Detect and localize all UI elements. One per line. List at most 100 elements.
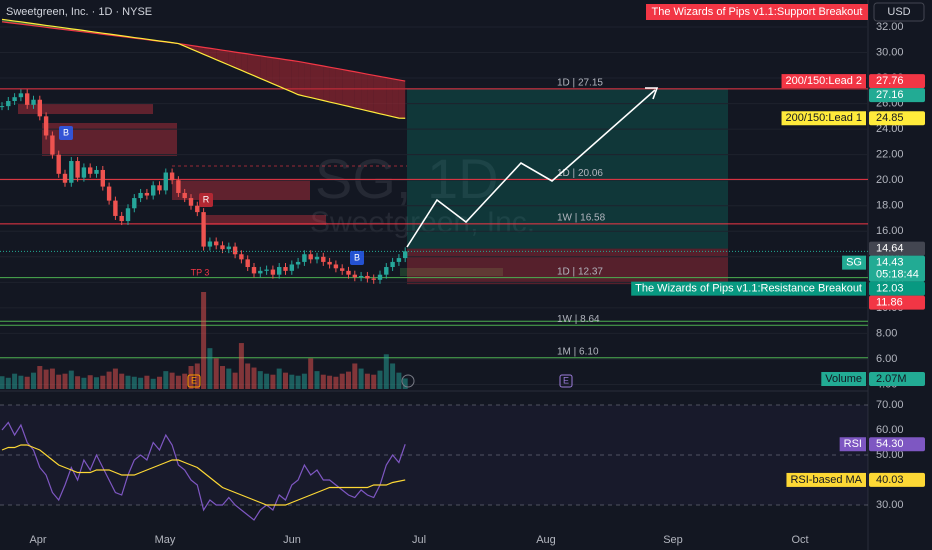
candle-body [62, 173, 68, 183]
level-label: 1D | 20.06 [557, 168, 603, 179]
volume-bar [251, 367, 257, 389]
axis-tag [869, 255, 925, 282]
volume-bar [112, 368, 118, 389]
candle-body [270, 269, 276, 275]
candle-body [176, 180, 181, 193]
candle-body [258, 270, 263, 274]
volume-bar [62, 373, 68, 389]
candle-body [125, 208, 131, 222]
candle-body [327, 261, 332, 265]
ma-ribbon [361, 72, 368, 111]
candle-body [6, 101, 11, 107]
axis-tag [869, 281, 925, 296]
candle-body [232, 246, 238, 255]
axis-tag-countdown: 05:18:44 [876, 269, 919, 281]
candle-body [302, 254, 307, 262]
candle-body [188, 198, 194, 206]
level-label: 1W | 16.58 [557, 213, 606, 224]
volume-bar [18, 375, 24, 389]
volume-bar [333, 376, 339, 389]
ma-ribbon [254, 54, 261, 79]
ma-ribbon [317, 64, 324, 101]
candle-body [106, 186, 112, 201]
zone [206, 215, 326, 225]
candle-body [289, 264, 294, 271]
y-tick-label: 16.00 [876, 225, 904, 237]
axis-tag-name: The Wizards of Pips v1.1:Resistance Brea… [635, 283, 862, 295]
volume-bar [207, 348, 213, 389]
volume-bar [119, 373, 125, 389]
axis-tag-value: 14.64 [876, 243, 904, 255]
candle-body [56, 154, 61, 174]
ma-ribbon [260, 55, 267, 82]
volume-bar [390, 363, 396, 389]
ma-ribbon [392, 78, 399, 119]
volume-bar [144, 375, 150, 389]
volume-bar [396, 372, 402, 389]
volume-bar [182, 373, 188, 389]
ma-ribbon [191, 45, 198, 52]
candle-body [144, 192, 150, 196]
ma-ribbon [298, 61, 305, 97]
axis-tag-name: Volume [825, 373, 862, 385]
currency-button[interactable] [873, 2, 925, 22]
candle-body [132, 198, 137, 209]
candle-body [163, 172, 168, 191]
ma-ribbon [209, 48, 217, 60]
candle-body [308, 254, 313, 260]
volume-bar [43, 369, 49, 389]
volume-bar [75, 376, 81, 389]
volume-bar [377, 370, 383, 389]
axis-tag [869, 295, 925, 310]
profit-zone [407, 88, 728, 249]
volume-bar [213, 358, 219, 389]
candle-body [333, 264, 339, 269]
axis-tag-value: 24.85 [876, 112, 904, 124]
level-label: 1D | 27.15 [557, 78, 603, 89]
candle-body [377, 274, 383, 280]
marker-label: R [203, 194, 210, 204]
candle-body [295, 261, 301, 265]
x-tick-label: Oct [791, 534, 808, 546]
candle-body [226, 246, 231, 250]
candle-body [113, 200, 118, 216]
ma-ribbon [228, 51, 236, 68]
volume-bar [175, 375, 181, 389]
currency-label[interactable]: USD [887, 6, 910, 18]
candle-body [346, 270, 351, 275]
volume-bar [339, 373, 345, 389]
volume-bar [238, 343, 244, 389]
ma-ribbon [291, 60, 299, 95]
candle-body [157, 185, 162, 191]
volume-bar [31, 372, 36, 389]
volume-bar [352, 363, 358, 389]
level-label: 1D | 12.37 [557, 266, 603, 277]
axis-tag-value: 2.07M [876, 373, 907, 385]
x-tick-label: Aug [536, 534, 556, 546]
ma-ribbon [279, 58, 286, 90]
volume-bar [131, 376, 137, 389]
volume-bar [150, 378, 156, 389]
axis-tag-name: RSI [844, 438, 862, 450]
axis-tag-name-box [781, 111, 866, 126]
candle-body [207, 241, 213, 247]
volume-bar [232, 372, 238, 389]
ma-ribbon [285, 59, 292, 92]
axis-tag-value: 12.03 [876, 283, 904, 295]
candle-body [12, 97, 17, 102]
axis-tag [869, 88, 925, 103]
volume-bar [163, 371, 169, 389]
tp-label: TP 3 [191, 267, 210, 277]
volume-bar [276, 368, 282, 389]
candle-body [251, 267, 257, 274]
arrow-head [645, 87, 659, 100]
candle-body [119, 215, 124, 222]
ma-line [1, 21, 406, 82]
ma-ribbon [323, 66, 330, 103]
axis-tag [869, 111, 925, 126]
volume-bar [157, 376, 162, 389]
candle-body [283, 267, 288, 271]
ma-ribbon [266, 56, 273, 84]
axis-tag [869, 241, 925, 256]
buy-marker [59, 126, 73, 140]
